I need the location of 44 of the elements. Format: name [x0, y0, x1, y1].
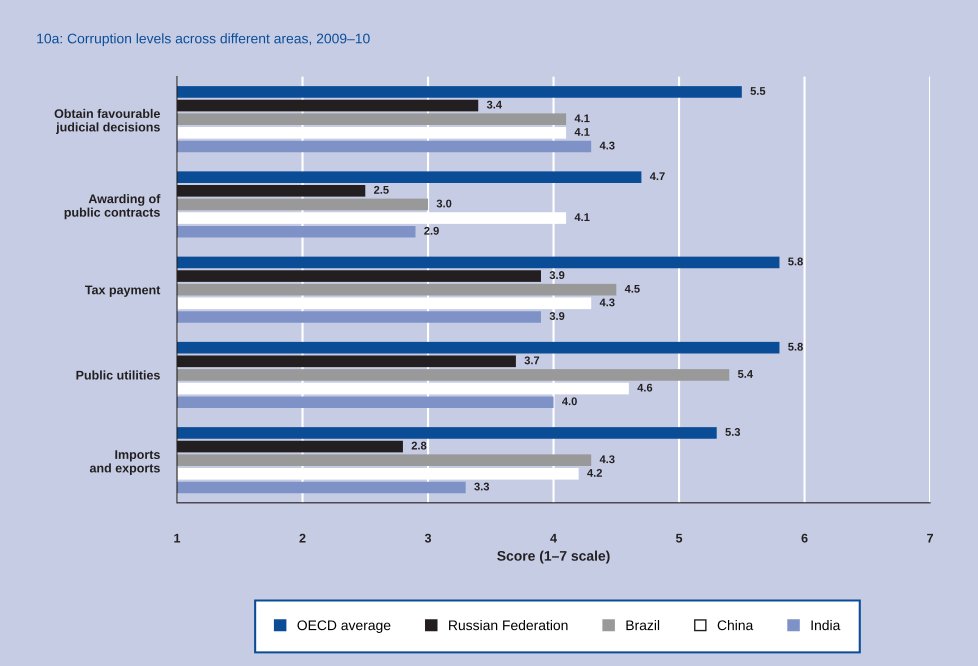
legend-label: Brazil [626, 620, 660, 630]
data-label: 4.3 [600, 142, 615, 150]
data-label: 3.4 [486, 100, 502, 109]
data-label: 5.8 [788, 258, 803, 266]
data-label: 4.3 [600, 455, 615, 464]
data-label: 2.8 [412, 442, 426, 450]
legend-label: Russian Federation [449, 620, 568, 630]
legend-label: China [718, 620, 754, 630]
chart-title: 10a: Corruption levels across different areas, 2009–10 [37, 33, 370, 46]
data-label: 5.3 [725, 428, 740, 436]
data-label: 4.5 [624, 284, 640, 293]
x-tick-label: 5 [676, 534, 682, 543]
x-tick-label: 3 [424, 534, 432, 543]
data-label: 4.1 [574, 128, 590, 136]
data-label: 5.4 [738, 370, 753, 378]
y-tick-label: Imports and exports [90, 450, 160, 475]
data-label: 4.6 [637, 384, 652, 392]
x-tick-label: 7 [927, 534, 934, 542]
x-tick-label: 1 [174, 534, 180, 542]
x-axis-title: Score (1–7 scale) [497, 550, 610, 564]
data-label: 3.7 [524, 356, 540, 364]
data-label: 3.9 [550, 271, 564, 280]
data-label: 4.1 [574, 213, 590, 221]
data-label: 3.3 [474, 482, 490, 490]
data-label: 4.7 [650, 172, 665, 180]
data-label: 5.5 [750, 87, 766, 95]
legend-label: India [811, 620, 840, 630]
data-label: 4.3 [600, 298, 615, 306]
x-tick-label: 6 [802, 534, 808, 543]
data-label: 5.8 [788, 342, 803, 351]
data-label: 3.9 [550, 312, 564, 320]
x-tick-label: 4 [550, 534, 557, 542]
data-label: 4.0 [562, 397, 577, 406]
data-label: 3.0 [436, 200, 452, 208]
data-label: 4.1 [574, 114, 590, 122]
y-tick-label: Tax payment [85, 286, 160, 297]
legend-label: OECD average [297, 620, 390, 633]
data-label: 2.5 [374, 186, 389, 194]
data-label: 4.2 [587, 468, 602, 477]
data-label: 2.9 [424, 226, 439, 235]
x-tick-label: 2 [299, 534, 306, 542]
y-tick-label: Obtain favourable judicial decisions [54, 108, 160, 134]
y-tick-label: Awarding of public contracts [64, 194, 160, 220]
y-tick-label: Public utilities [76, 370, 160, 380]
